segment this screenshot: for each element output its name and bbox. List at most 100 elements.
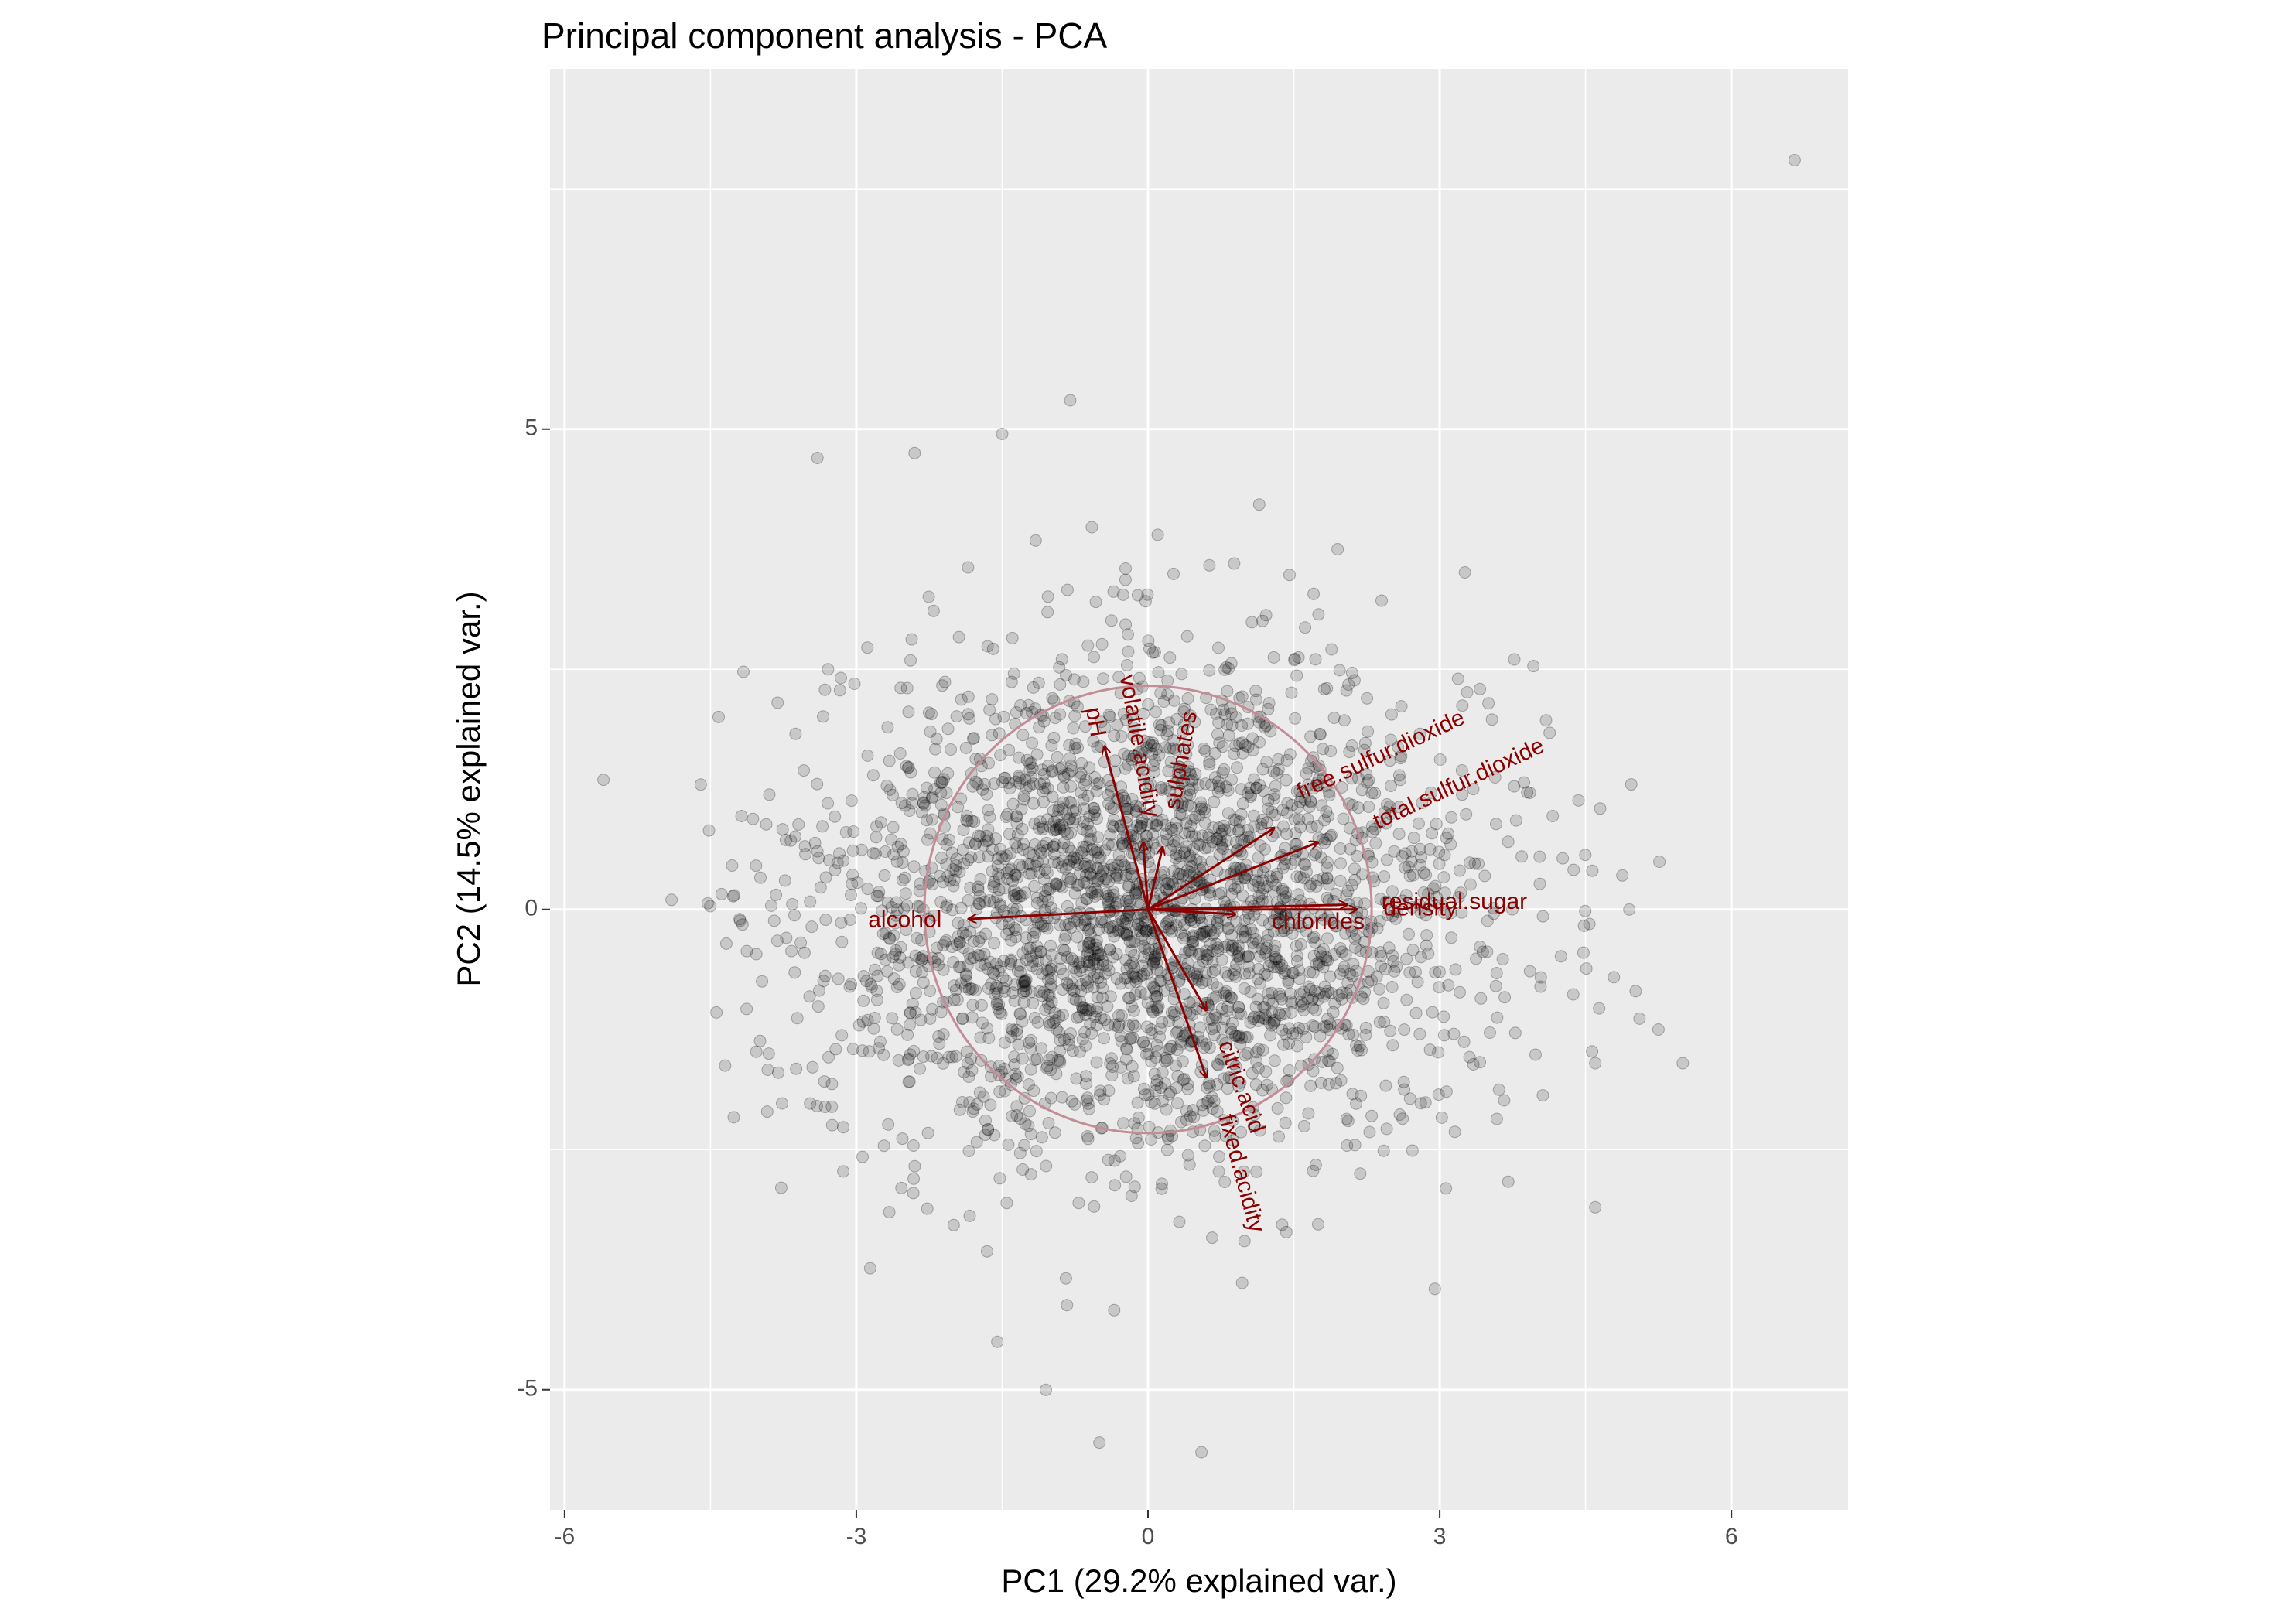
score-point [998, 852, 1011, 866]
score-point [1006, 902, 1020, 915]
score-point [1040, 866, 1054, 879]
score-point [1029, 534, 1042, 547]
score-point [921, 1202, 934, 1215]
score-point [1078, 1026, 1092, 1039]
score-point [1211, 922, 1225, 935]
score-point [1339, 948, 1352, 961]
score-point [1071, 879, 1084, 892]
score-point [996, 776, 1009, 789]
score-point [1252, 1010, 1266, 1023]
score-point [1204, 1079, 1216, 1092]
score-point [1334, 857, 1347, 870]
score-point [1123, 992, 1136, 1005]
score-point [921, 1126, 934, 1139]
score-point [1051, 811, 1064, 824]
score-point [996, 850, 1008, 863]
score-point [1192, 948, 1205, 961]
score-point [861, 1013, 874, 1026]
score-point [1490, 818, 1502, 831]
score-point [1123, 935, 1136, 948]
score-point [1177, 726, 1190, 739]
score-point [1150, 1039, 1163, 1051]
score-point [883, 932, 897, 945]
score-point [857, 994, 870, 1007]
loading-label: pH [1081, 705, 1111, 739]
score-point [1472, 857, 1485, 870]
score-point [1293, 988, 1307, 1001]
score-point [1142, 1088, 1155, 1101]
score-point [1195, 800, 1208, 813]
score-point [1050, 1023, 1063, 1036]
score-point [1365, 1109, 1379, 1122]
score-point [1481, 945, 1494, 958]
score-point [847, 825, 860, 838]
score-point [1098, 1013, 1111, 1026]
grid-minor-y [550, 188, 1848, 1150]
score-point [922, 706, 935, 719]
score-point [1010, 810, 1023, 823]
score-point [1119, 1042, 1133, 1055]
score-point [947, 1218, 960, 1231]
score-point [887, 788, 899, 801]
score-point [1037, 767, 1051, 780]
score-point [1283, 569, 1296, 582]
score-point [896, 873, 909, 886]
score-point [1228, 882, 1242, 895]
score-point [1095, 715, 1108, 729]
score-point [1279, 1027, 1292, 1040]
score-point [945, 846, 958, 859]
score-point [1129, 750, 1143, 763]
score-point [1348, 862, 1361, 876]
score-point [956, 1013, 969, 1026]
score-point [1040, 1159, 1053, 1173]
score-point [988, 1129, 1001, 1142]
score-point [860, 975, 873, 988]
score-point [1232, 880, 1245, 893]
score-point [1321, 872, 1334, 884]
score-point [1080, 825, 1093, 838]
score-point [1269, 1013, 1282, 1026]
score-point [901, 761, 914, 774]
score-point [1040, 964, 1054, 977]
score-point [1153, 975, 1167, 987]
score-point [1064, 1027, 1077, 1040]
score-point [1096, 958, 1109, 972]
score-point [1088, 1200, 1101, 1213]
score-point [861, 749, 874, 762]
score-point [1377, 1144, 1390, 1157]
score-point [1324, 1018, 1337, 1031]
score-point [1062, 841, 1075, 854]
score-point [1283, 1064, 1296, 1077]
score-point [1054, 823, 1067, 835]
score-point [1374, 946, 1387, 958]
score-point [1163, 651, 1177, 664]
score-point [719, 937, 733, 950]
score-point [1092, 948, 1105, 961]
score-point [937, 1028, 950, 1041]
score-point [1057, 836, 1071, 849]
score-point [899, 799, 911, 812]
score-point [1298, 1119, 1310, 1132]
score-point [1122, 992, 1135, 1005]
score-point [1088, 651, 1100, 664]
score-point [902, 1052, 915, 1065]
x-axis: -6 -3 0 3 6 [555, 1510, 1738, 1549]
score-point [915, 954, 928, 967]
score-point [1275, 925, 1288, 937]
score-point [1229, 739, 1242, 753]
score-point [1084, 867, 1097, 880]
score-point [1024, 1042, 1037, 1055]
score-point [1042, 894, 1055, 907]
score-point [1286, 798, 1299, 811]
score-point [1030, 1053, 1044, 1066]
score-point [1134, 985, 1147, 999]
score-point [1057, 825, 1071, 838]
score-point [1337, 964, 1350, 977]
score-point [1050, 1067, 1063, 1081]
score-point [1208, 1009, 1221, 1022]
score-point [1148, 1097, 1161, 1110]
score-point [1167, 1005, 1180, 1018]
score-point [1183, 996, 1196, 1009]
score-point [967, 934, 980, 948]
score-point [1160, 728, 1174, 741]
